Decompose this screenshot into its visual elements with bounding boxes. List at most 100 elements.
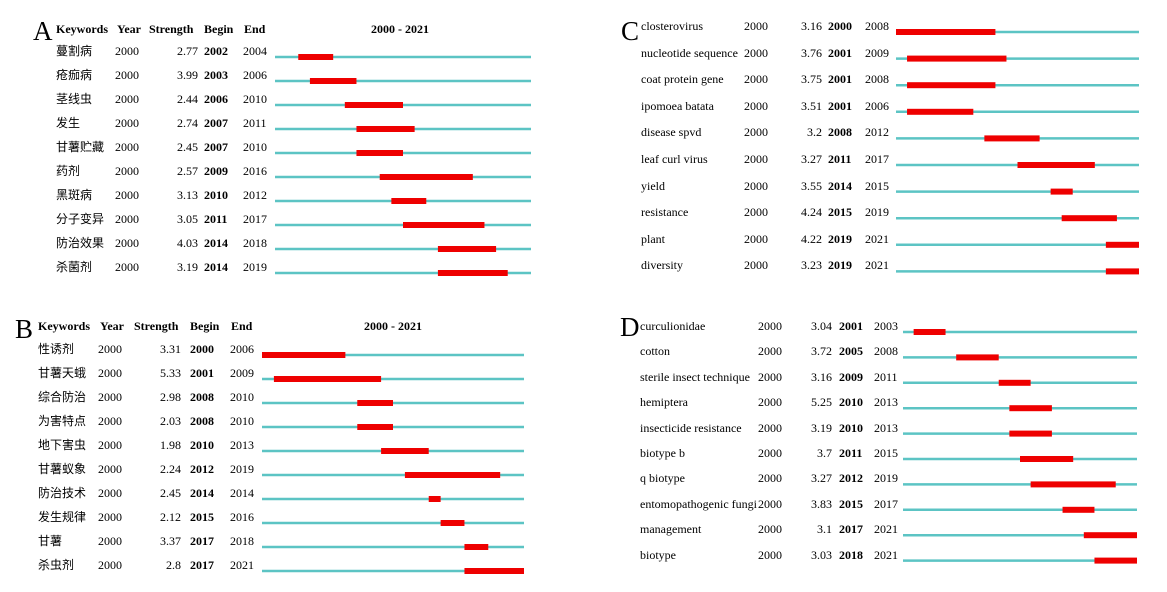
begin-value: 2019 <box>828 258 852 273</box>
strength-value: 3.7 <box>817 446 832 460</box>
burst-bar <box>1009 430 1052 437</box>
burst-bar <box>1017 162 1095 168</box>
burst-bar <box>1020 456 1074 462</box>
end-value: 2006 <box>243 68 267 82</box>
begin-value: 2008 <box>190 390 214 404</box>
year-value: 2000 <box>98 558 122 572</box>
header-strength: Strength <box>134 319 179 333</box>
burst-bar <box>356 150 403 156</box>
begin-value: 2010 <box>204 188 228 202</box>
keyword-label: insecticide resistance <box>640 420 742 435</box>
keyword-label: disease spvd <box>641 125 702 140</box>
header-range: 2000 - 2021 <box>371 22 429 36</box>
begin-value: 2001 <box>828 98 852 113</box>
year-value: 2000 <box>115 164 139 178</box>
begin-value: 2006 <box>204 92 228 106</box>
begin-value: 2012 <box>190 462 214 476</box>
end-value: 2013 <box>874 395 898 410</box>
begin-value: 2011 <box>828 152 852 166</box>
burst-bar <box>262 352 346 358</box>
end-value: 2010 <box>230 390 254 404</box>
year-value: 2000 <box>744 45 768 60</box>
keyword-label: 防治效果 <box>56 236 105 250</box>
keyword-label: 杀虫剂 <box>38 558 75 572</box>
strength-value: 3.75 <box>801 72 822 87</box>
keyword-label: 甘薯天蛾 <box>38 366 87 380</box>
strength-value: 3.1 <box>817 522 832 537</box>
begin-value: 2009 <box>839 369 863 384</box>
year-value: 2000 <box>98 438 122 452</box>
end-value: 2003 <box>874 319 898 333</box>
year-value: 2000 <box>115 44 139 58</box>
keyword-label: cotton <box>640 344 670 359</box>
begin-value: 2001 <box>839 319 863 333</box>
begin-value: 2014 <box>828 178 852 193</box>
year-value: 2000 <box>98 414 122 428</box>
strength-value: 2.8 <box>166 558 181 572</box>
end-value: 2014 <box>230 486 254 500</box>
begin-value: 2009 <box>204 164 228 178</box>
begin-value: 2001 <box>828 45 852 60</box>
year-value: 2000 <box>98 462 122 476</box>
burst-bar <box>391 198 427 204</box>
keyword-label: sterile insect technique <box>640 369 750 384</box>
keyword-label: 甘薯 <box>38 534 63 548</box>
begin-value: 2017 <box>839 522 863 537</box>
begin-value: 2011 <box>204 212 228 226</box>
keyword-label: 防治技术 <box>38 486 87 500</box>
begin-value: 2014 <box>204 260 228 274</box>
strength-value: 3.99 <box>177 68 198 82</box>
keyword-label: coat protein gene <box>641 72 724 87</box>
end-value: 2021 <box>874 547 898 562</box>
end-value: 2019 <box>874 471 898 486</box>
begin-value: 2017 <box>190 534 214 548</box>
strength-value: 3.51 <box>801 98 822 113</box>
burst-bar <box>913 329 946 335</box>
burst-bar <box>1105 268 1139 275</box>
strength-value: 3.05 <box>177 212 198 226</box>
header-year: Year <box>100 319 124 333</box>
burst-bar <box>907 82 996 89</box>
year-value: 2000 <box>115 140 139 154</box>
burst-bar <box>1061 215 1117 222</box>
strength-value: 2.57 <box>177 164 198 178</box>
keyword-label: 发生规律 <box>38 510 87 524</box>
year-value: 2000 <box>758 522 782 537</box>
keyword-label: 疮痂病 <box>56 68 93 82</box>
year-value: 2000 <box>98 510 122 524</box>
panel-letter: D <box>620 312 640 342</box>
strength-value: 3.16 <box>801 19 822 33</box>
burst-bar <box>1009 405 1052 412</box>
strength-value: 2.24 <box>160 462 181 476</box>
begin-value: 2000 <box>190 342 214 356</box>
end-value: 2019 <box>230 462 254 476</box>
strength-value: 2.03 <box>160 414 181 428</box>
begin-value: 2008 <box>828 125 852 140</box>
begin-value: 2001 <box>190 366 214 380</box>
burst-bar <box>309 78 357 84</box>
year-value: 2000 <box>115 92 139 106</box>
keyword-label: curculionidae <box>640 319 706 333</box>
year-value: 2000 <box>758 319 782 333</box>
strength-value: 3.83 <box>811 496 832 511</box>
year-value: 2000 <box>115 68 139 82</box>
burst-bar <box>273 376 382 382</box>
burst-bar <box>428 496 441 502</box>
burst-bar <box>344 102 403 108</box>
strength-value: 4.03 <box>177 236 198 250</box>
begin-value: 2010 <box>839 420 863 435</box>
strength-value: 3.76 <box>801 45 822 60</box>
end-value: 2018 <box>243 236 267 250</box>
burst-bar <box>357 424 393 430</box>
year-value: 2000 <box>758 471 782 486</box>
end-value: 2021 <box>865 231 889 246</box>
strength-value: 3.16 <box>811 369 832 384</box>
begin-value: 2008 <box>190 414 214 428</box>
burst-bar <box>896 29 996 35</box>
year-value: 2000 <box>758 547 782 562</box>
keyword-label: leaf curl virus <box>641 152 708 166</box>
keyword-label: 发生 <box>56 116 81 130</box>
keyword-label: management <box>640 522 702 537</box>
keyword-label: 性诱剂 <box>38 342 75 356</box>
year-value: 2000 <box>744 231 768 246</box>
